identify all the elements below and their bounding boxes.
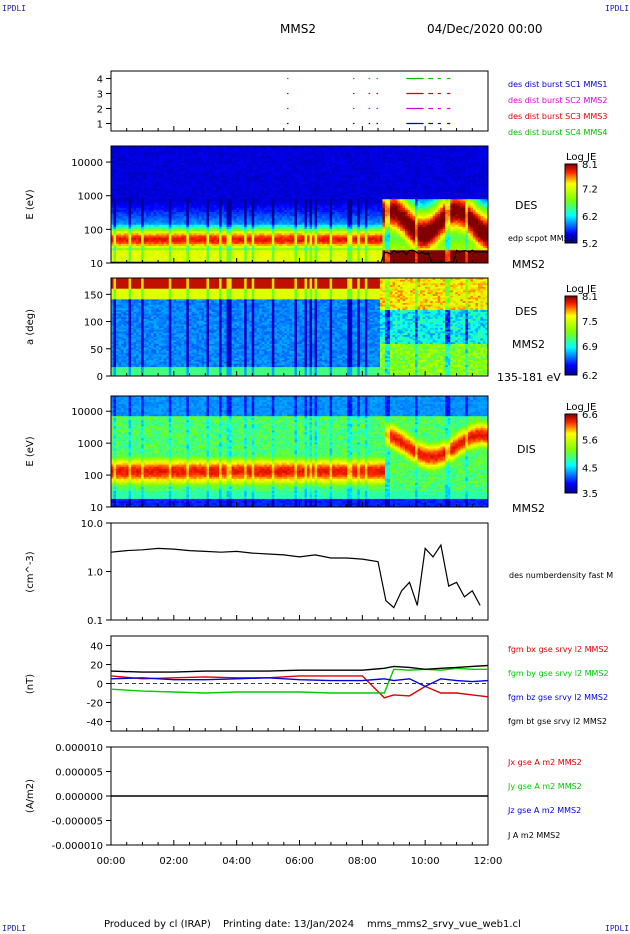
burst-legend-label: des dist burst SC1 MMS1 bbox=[508, 80, 607, 89]
burst-legend-label: des dist burst SC3 MMS3 bbox=[508, 112, 607, 121]
burst-legend-label: des dist burst SC2 MMS2 bbox=[508, 96, 607, 105]
burst-panel-frame bbox=[111, 71, 488, 131]
burst-ytick-label: 4 bbox=[97, 75, 103, 86]
burst-legend-label: des dist burst SC4 MMS4 bbox=[508, 128, 607, 137]
burst-ytick-label: 2 bbox=[97, 105, 103, 116]
burst-ytick-label: 1 bbox=[97, 120, 103, 131]
burst-ytick-label: 3 bbox=[97, 90, 103, 101]
